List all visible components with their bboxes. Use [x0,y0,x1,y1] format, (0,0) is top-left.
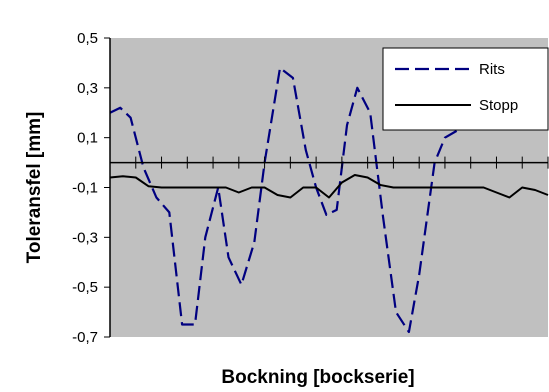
axis-layer [104,37,549,338]
x-axis-title: Bockning [bockserie] [221,367,414,388]
y-tick-label: -0,5 [72,279,98,296]
y-tick-label: -0,7 [72,329,98,346]
legend: Rits Stopp [382,47,549,131]
y-tick-labels: 0,5 0,3 0,1 -0,1 -0,3 -0,5 -0,7 [72,30,98,346]
y-tick-label: -0,1 [72,180,98,197]
legend-label-stopp: Stopp [479,97,518,114]
series-layer [109,66,549,334]
y-tick-label: 0,1 [77,130,98,147]
legend-box [382,47,549,131]
y-tick-label: -0,3 [72,229,98,246]
y-tick-label: 0,5 [77,30,98,47]
y-axis-title: Toleransfel [mm] [24,112,45,264]
y-tick-label: 0,3 [77,80,98,97]
series-line-stopp [109,174,549,199]
series-line-rits [109,66,459,334]
legend-label-rits: Rits [479,61,505,78]
